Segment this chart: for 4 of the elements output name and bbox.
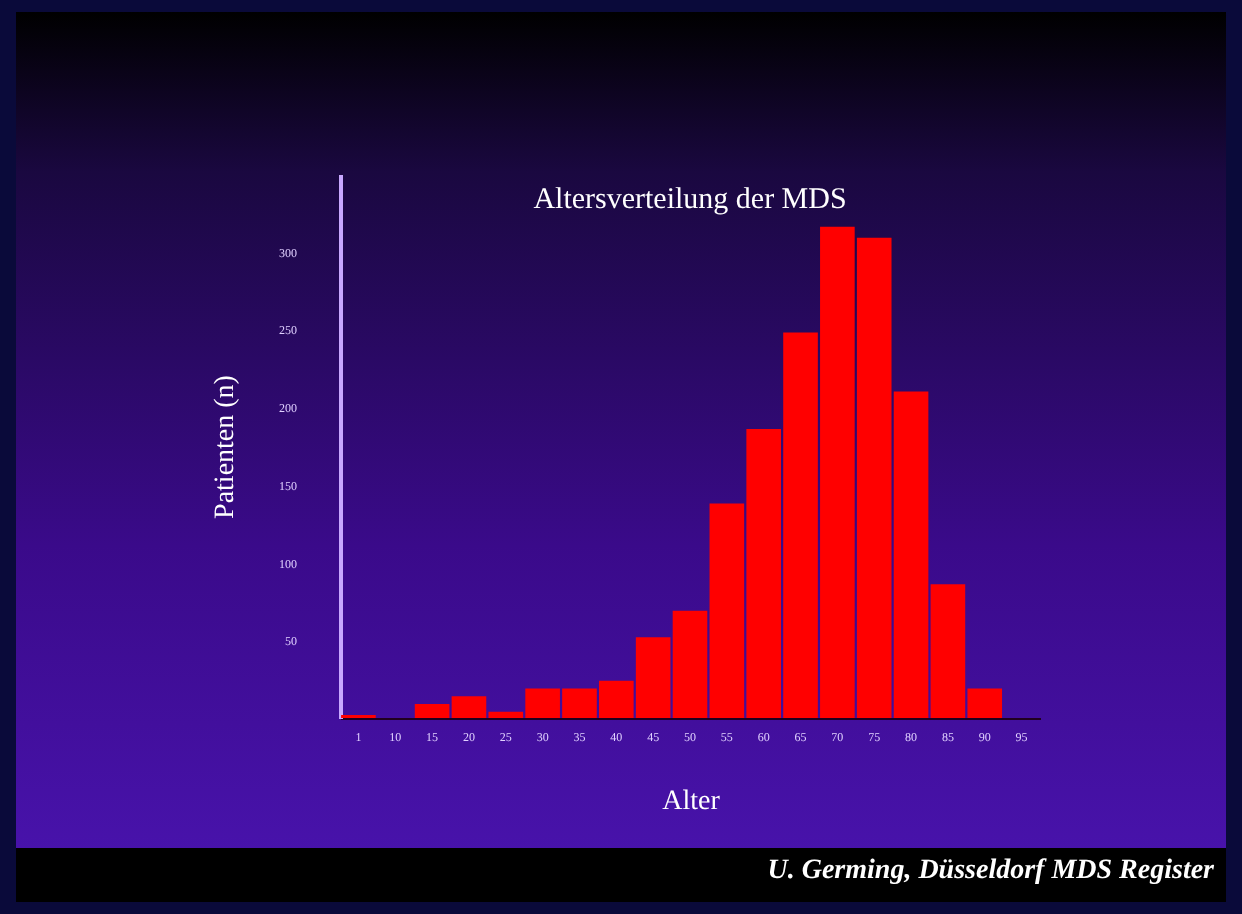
- text: U. Germing, Düsseldorf MDS Register: [767, 856, 1214, 888]
- chart-title: Altersverteilung der MDS: [533, 184, 847, 216]
- x-axis-title: Alter: [662, 787, 721, 817]
- y-axis-title: Patienten (n): [211, 374, 241, 519]
